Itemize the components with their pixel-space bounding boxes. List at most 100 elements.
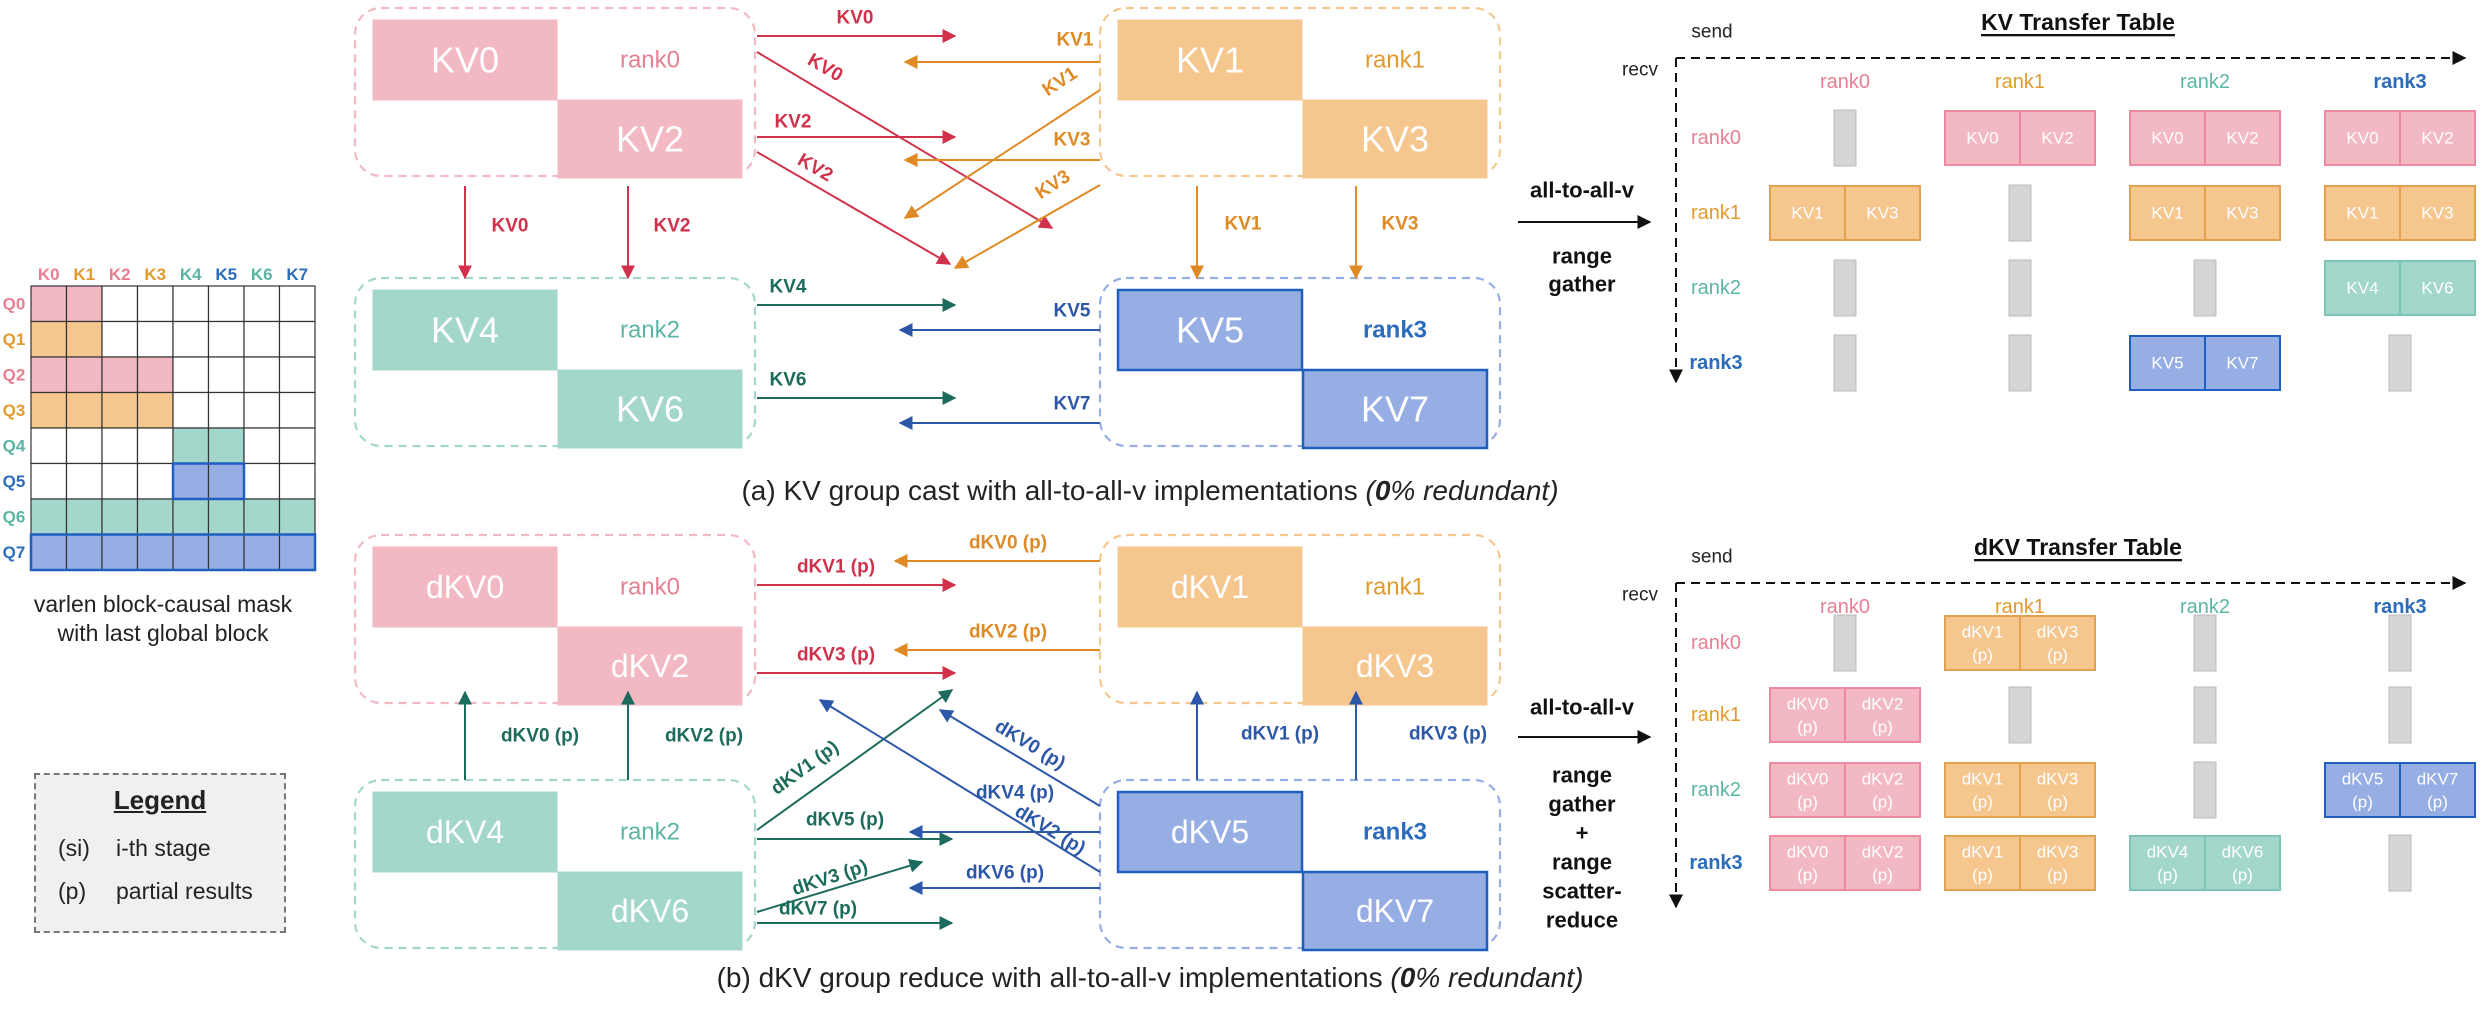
transfer-cell-partial: (p) [1797, 718, 1818, 737]
mask-cell [65, 427, 103, 465]
transfer-cell-label: KV0 [2346, 129, 2378, 148]
mask-cell [101, 498, 139, 536]
transfer-cell-partial: (p) [2047, 793, 2068, 812]
transfer-cell [2129, 185, 2206, 241]
transfer-cell-label: KV0 [2151, 129, 2183, 148]
kv-block [1116, 790, 1304, 874]
mask-cell [172, 356, 210, 394]
mask-k-label: K0 [38, 265, 60, 284]
block-causal-mask: K0 K1 K2 K3 K4 K5 K6 K7 Q0 Q1 Q2 Q3 Q4 Q5 Q6 Q7 varlen b… [3, 265, 317, 646]
transfer-cell-label: dKV2 [1862, 770, 1904, 789]
transfer-cell-label: dKV1 [1962, 623, 2004, 642]
dkv-transfer-table: dKV Transfer Table send recv rank0 rank1 rank… [1622, 534, 2476, 909]
empty-cell [2008, 686, 2032, 744]
arrow-label: dKV1 (p) [797, 557, 875, 578]
kv-block-label: KV2 [616, 119, 684, 160]
rank-group-box [353, 533, 757, 705]
transfer-cell [2204, 185, 2281, 241]
kv-block-label: dKV2 [611, 648, 689, 684]
transfer-cell-label: KV4 [2346, 279, 2378, 298]
arrow-label: KV0 [837, 8, 874, 29]
kv-block [557, 871, 743, 951]
transfer-arrow [818, 699, 1101, 873]
mask-cell [101, 320, 139, 358]
table-col-header: rank0 [1820, 596, 1870, 618]
arrow-label: dKV1 (p) [1241, 724, 1319, 745]
operation-label: + [1576, 821, 1589, 846]
transfer-cell-label: KV2 [2421, 129, 2453, 148]
mask-cell [101, 427, 139, 465]
mask-cell [101, 462, 139, 500]
operation-label: gather [1548, 272, 1616, 297]
transfer-cell-partial: (p) [2047, 866, 2068, 885]
table-col-header: rank3 [2373, 596, 2426, 618]
mask-cell [243, 391, 281, 429]
transfer-cell-partial: (p) [1872, 866, 1893, 885]
rank-group-box [353, 6, 757, 178]
mask-k-label: K7 [286, 265, 308, 284]
transfer-cell [1844, 687, 1921, 743]
kv-block-label: dKV5 [1171, 814, 1249, 850]
mask-q-label: Q4 [3, 436, 26, 455]
mask-cell [243, 285, 281, 323]
legend-text: i-th stage [116, 835, 211, 861]
transfer-arrow [756, 858, 924, 913]
arrow-label: KV1 [1039, 63, 1082, 101]
rank-name: rank1 [1365, 47, 1425, 74]
mask-cell [278, 498, 316, 536]
transfer-cell [1769, 762, 1846, 818]
arrow-label: dKV0 (p) [969, 533, 1047, 554]
mask-cell [136, 285, 174, 323]
arrow-label: KV0 [804, 50, 847, 87]
transfer-cell-partial: (p) [1972, 646, 1993, 665]
transfer-cell [1944, 615, 2021, 671]
kv-block [372, 289, 558, 371]
rank-group-box [1098, 778, 1502, 950]
transfer-cell-label: dKV0 [1787, 770, 1829, 789]
empty-cell [1833, 259, 1857, 317]
rank-name: rank0 [620, 47, 680, 74]
mask-k-label: K3 [144, 265, 166, 284]
mask-cell [30, 391, 68, 429]
mask-k-label: K4 [180, 265, 202, 284]
transfer-arrow [953, 184, 1101, 269]
diagram-caption: (b) dKV group reduce with all-to-all-v i… [717, 962, 1584, 993]
table-row-header: rank2 [1691, 277, 1741, 299]
kv-block [1116, 288, 1304, 372]
empty-cell [1833, 334, 1857, 392]
mask-cell [30, 498, 68, 536]
transfer-cell-label: KV1 [1791, 204, 1823, 223]
mask-cell [65, 533, 103, 571]
operation-label: reduce [1546, 908, 1618, 933]
transfer-cell [1944, 835, 2021, 891]
empty-cell [1833, 109, 1857, 167]
transfer-arrow [756, 51, 1054, 229]
transfer-cell [2019, 762, 2096, 818]
mask-cell [65, 356, 103, 394]
mask-cell [30, 356, 68, 394]
transfer-cell-label: dKV3 [2037, 843, 2079, 862]
kv-block [557, 99, 743, 179]
mask-cell [172, 427, 210, 465]
kv-block-label: KV5 [1176, 310, 1244, 351]
transfer-cell [2204, 835, 2281, 891]
transfer-cell [2399, 260, 2476, 316]
empty-cell [2388, 834, 2412, 892]
kv-block [372, 546, 558, 628]
kv-block [557, 626, 743, 706]
mask-q-label: Q0 [3, 294, 26, 313]
empty-cell [2008, 334, 2032, 392]
transfer-cell-partial: (p) [1797, 793, 1818, 812]
arrow-label: KV5 [1054, 301, 1091, 322]
transfer-arrow [756, 151, 952, 265]
mask-cell [243, 356, 281, 394]
mask-caption: varlen block-causal mask [34, 591, 293, 617]
mask-cell [136, 427, 174, 465]
transfer-cell [2019, 615, 2096, 671]
mask-cell [207, 285, 245, 323]
kv-block [1302, 99, 1488, 179]
transfer-cell [2324, 185, 2401, 241]
mask-cell [278, 427, 316, 465]
mask-cell [101, 391, 139, 429]
transfer-arrow [756, 689, 954, 831]
